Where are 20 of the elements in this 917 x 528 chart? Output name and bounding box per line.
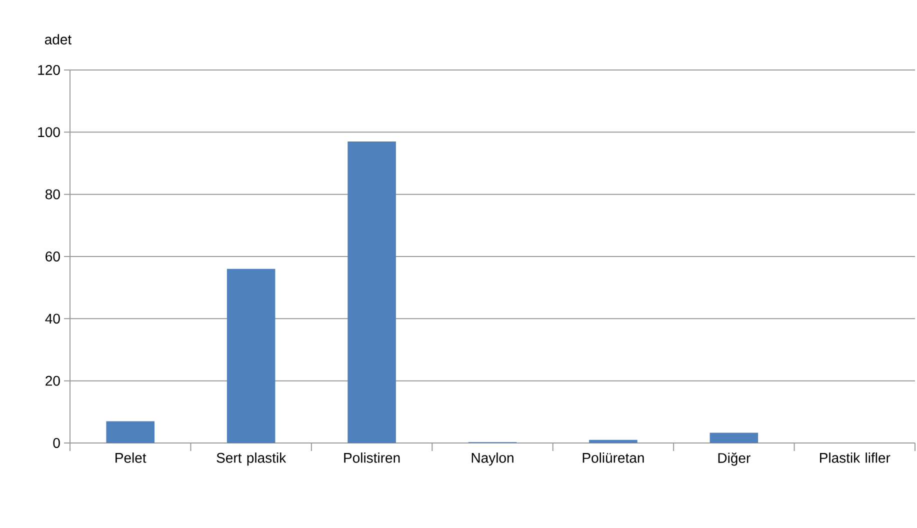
y-axis-title: adet [44, 34, 72, 44]
y-tick-label: 0 [53, 438, 60, 448]
y-tick-label: 100 [38, 127, 60, 138]
x-tick-label: Plastik lifler [820, 452, 890, 463]
bar [226, 268, 276, 443]
bar [348, 141, 396, 443]
bar [710, 432, 758, 443]
y-tick-label: 80 [46, 189, 60, 200]
y-tick-label: 60 [46, 252, 60, 262]
x-tick-label: Naylon [472, 452, 514, 466]
bar [589, 440, 638, 443]
x-tick-label: Pelet [116, 452, 146, 463]
bar [106, 421, 155, 443]
y-tick-label: 20 [46, 376, 60, 386]
y-tick-label: 40 [45, 314, 60, 324]
x-tick-label: Diğer [718, 452, 750, 466]
y-tick-label: 120 [38, 65, 60, 75]
x-tick-label: Sert plastik [216, 452, 286, 466]
x-tick-label: Polistiren [344, 452, 400, 463]
x-tick-label: Poliüretan [582, 452, 644, 463]
